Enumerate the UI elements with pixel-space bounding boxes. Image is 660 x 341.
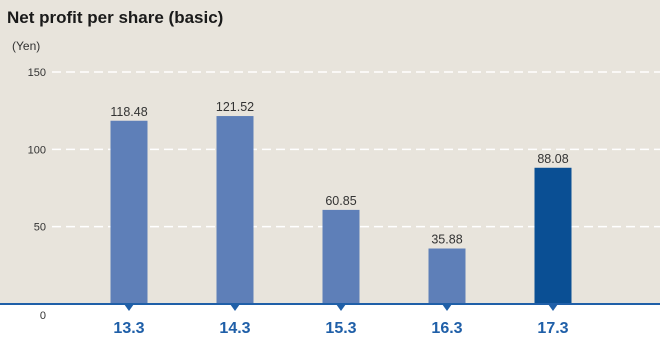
x-axis-ticks: 13.3 14.3 15.3 16.3 17.3 (113, 320, 568, 337)
x-tick-label: 16.3 (431, 320, 462, 337)
x-axis-marker (230, 304, 240, 311)
bar (216, 116, 254, 304)
bar-value-label: 35.88 (431, 233, 462, 247)
bar (110, 120, 148, 304)
bar-value-label: 121.52 (216, 100, 254, 114)
bar (428, 248, 466, 304)
bar-value-label: 60.85 (325, 194, 356, 208)
bar-value-label: 88.08 (537, 152, 568, 166)
x-tick-label: 17.3 (537, 320, 568, 337)
y-tick-label: 50 (34, 222, 46, 234)
x-axis-marker (442, 304, 452, 311)
y-tick-label: 150 (28, 67, 46, 79)
y-axis-ticks: 0 50 100 150 (28, 67, 46, 322)
y-tick-label: 0 (40, 310, 46, 322)
bar-value-label: 118.48 (110, 105, 147, 119)
bar (534, 167, 572, 304)
x-tick-label: 13.3 (113, 320, 144, 337)
x-tick-label: 15.3 (325, 320, 356, 337)
x-axis-marker (548, 304, 558, 311)
x-axis-markers (124, 304, 558, 311)
x-tick-label: 14.3 (219, 320, 250, 337)
x-axis-marker (124, 304, 134, 311)
value-labels: 118.48 121.52 60.85 35.88 88.08 (110, 100, 568, 246)
y-axis-unit: (Yen) (12, 39, 40, 53)
x-axis-marker (336, 304, 346, 311)
bar (322, 209, 360, 304)
chart-title: Net profit per share (basic) (7, 8, 223, 27)
y-tick-label: 100 (28, 144, 46, 156)
bars (110, 116, 572, 304)
